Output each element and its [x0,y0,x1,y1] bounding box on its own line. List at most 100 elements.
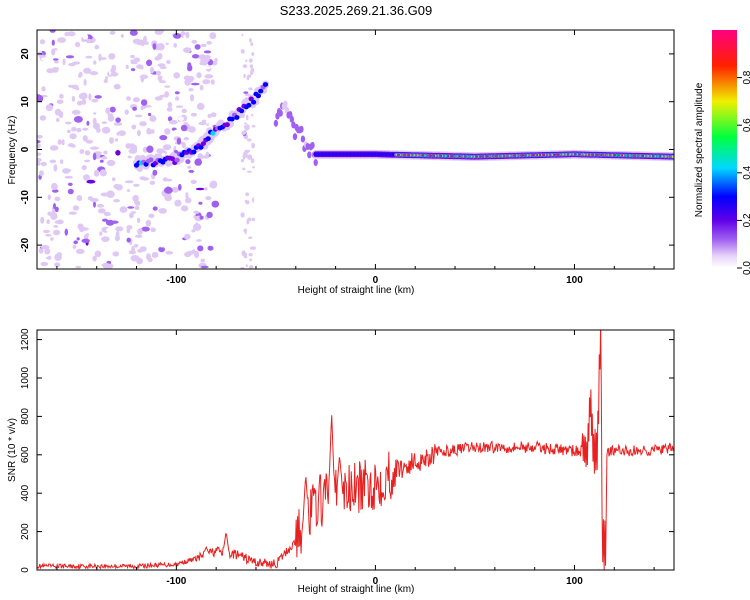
noise-cell [250,69,254,76]
noise-cell [188,88,194,92]
noise-cell [73,110,78,113]
noise-cell [136,64,143,69]
noise-cell [244,232,247,235]
noise-cell [149,115,157,122]
noise-cell [140,105,144,111]
noise-cell [183,75,192,81]
noise-cell [202,66,211,70]
noise-cell [78,92,88,100]
colorbar-gradient [712,30,737,268]
noise-cell [47,255,52,260]
trace-cell [258,88,264,94]
noise-cell [242,215,245,218]
noise-cell [246,138,252,142]
noise-cell [197,153,204,160]
noise-cell [53,229,61,236]
noise-cell [57,37,67,43]
noise-cell [109,161,114,167]
noise-cell [139,246,147,252]
noise-cell [187,62,192,68]
y-tick-label: -20 [20,237,31,252]
noise-cell [59,93,64,99]
noise-cell [105,76,109,80]
noise-cell [79,149,85,154]
noise-cell [54,196,61,202]
x-tick-label: 100 [566,576,583,587]
noise-cell [53,203,56,210]
noise-cell [204,187,208,191]
noise-cell [245,59,248,63]
noise-cell [191,229,196,233]
noise-cell [111,177,116,182]
noise-cell [131,124,137,130]
noise-cell [249,64,254,69]
noise-cell [37,152,42,156]
noise-cell [115,117,121,123]
noise-cell [62,58,66,66]
noise-cell [191,82,200,86]
noise-cell [40,261,49,267]
noise-cell [201,119,207,123]
noise-cell [173,33,182,39]
noise-cell [85,139,94,144]
noise-cell [101,121,108,124]
trace-cell [289,115,294,123]
noise-cell [118,130,126,137]
noise-cell [75,265,82,269]
noise-cell [136,39,145,46]
noise-cell [99,159,104,163]
noise-cell [136,217,141,223]
noise-cell [247,170,252,173]
noise-cell [99,231,103,236]
noise-cell [140,99,148,106]
noise-cell [175,105,184,108]
noise-cell [135,114,143,118]
noise-cell [41,86,46,92]
noise-cell [133,144,138,152]
chart-title: S233.2025.269.21.36.G09 [280,3,433,18]
trace-cell [205,136,211,142]
noise-cell [67,182,73,186]
noise-cell [250,42,254,46]
noise-cell [175,41,182,46]
noise-cell [150,227,156,233]
noise-cell [208,124,213,127]
spectrogram-cells [37,30,674,269]
noise-cell [53,225,59,228]
noise-cell [158,80,167,84]
noise-cell [135,202,141,206]
colorbar-tick-label: 0.4 [742,165,750,179]
noise-cell [240,49,245,54]
noise-cell [185,159,191,165]
noise-cell [56,118,60,122]
noise-cell [196,72,202,79]
noise-cell [109,30,116,35]
noise-cell [83,34,89,40]
noise-cell [107,114,115,122]
noise-cell [94,44,100,50]
noise-cell [146,253,151,261]
noise-cell [204,74,214,79]
noise-cell [207,241,216,244]
noise-cell [150,129,155,134]
noise-cell [184,251,192,258]
noise-cell [174,91,180,95]
noise-cell [83,174,90,181]
noise-cell [250,158,255,164]
trace-cell [310,141,315,149]
noise-cell [76,237,80,241]
snr-series-line [37,330,674,570]
noise-cell [96,260,105,265]
noise-cell [53,60,60,64]
noise-cell [244,122,248,125]
noise-cell [200,43,207,48]
noise-cell [37,143,41,149]
noise-cell [244,199,248,204]
noise-cell [89,71,99,76]
noise-cell [122,45,130,53]
noise-cell [130,68,136,72]
noise-cell [47,211,53,216]
noise-cell [40,161,47,167]
